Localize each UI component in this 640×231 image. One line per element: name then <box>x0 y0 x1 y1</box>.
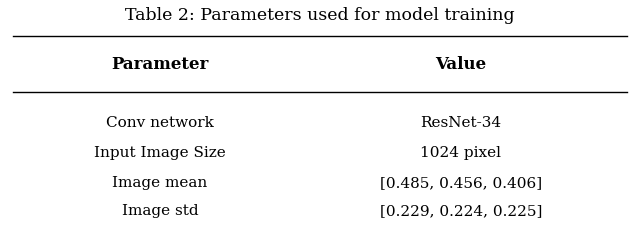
Text: Parameter: Parameter <box>111 56 209 73</box>
Text: Table 2: Parameters used for model training: Table 2: Parameters used for model train… <box>125 7 515 24</box>
Text: Image std: Image std <box>122 203 198 217</box>
Text: Image mean: Image mean <box>113 176 207 189</box>
Text: [0.485, 0.456, 0.406]: [0.485, 0.456, 0.406] <box>380 176 542 189</box>
Text: ResNet-34: ResNet-34 <box>420 116 501 129</box>
Text: Conv network: Conv network <box>106 116 214 129</box>
Text: Input Image Size: Input Image Size <box>94 146 226 159</box>
Text: Value: Value <box>435 56 486 73</box>
Text: 1024 pixel: 1024 pixel <box>420 146 501 159</box>
Text: [0.229, 0.224, 0.225]: [0.229, 0.224, 0.225] <box>380 203 542 217</box>
